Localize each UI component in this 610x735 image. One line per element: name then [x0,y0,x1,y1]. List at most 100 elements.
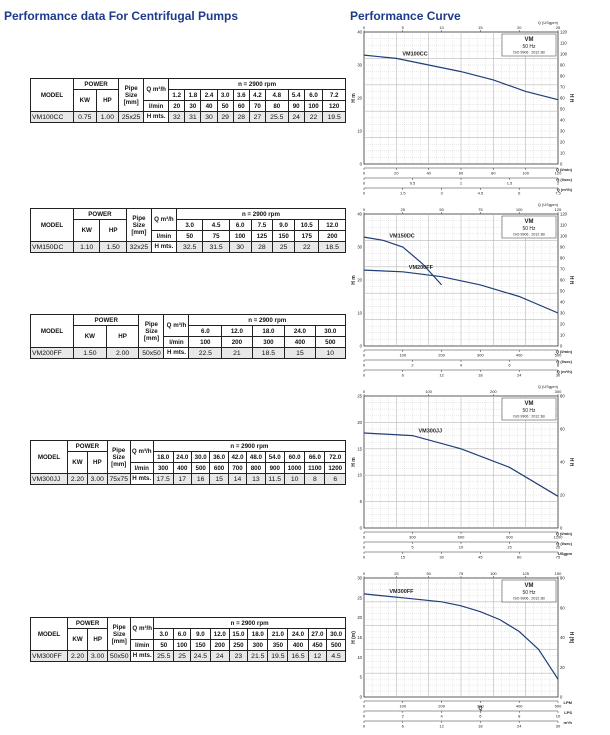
top-tick-label: 0 [363,25,366,30]
top-tick-label: 100 [490,571,497,576]
bottom-tick-label: 10 [459,545,464,550]
bottom-axis-label: LPS [564,710,572,715]
top-tick-label: 150 [555,571,562,576]
q-value: 30.0 [314,325,347,337]
head-value: 31 [184,111,202,123]
bottom-tick-label: 80 [491,171,496,176]
q-value: 4.8 [265,89,289,101]
q-value: 4.5 [202,219,230,231]
y-right-tick-label: 30 [560,311,565,316]
top-tick-label: 25 [556,25,561,30]
top-tick-label: 10 [439,25,444,30]
bottom-tick-label: 400 [516,353,523,358]
series-label: VM200FF [409,265,434,271]
bottom-tick-label: 0 [363,373,366,378]
hp-header: HP [105,325,140,348]
rpm-header: n = 2900 rpm [175,208,347,220]
hp-value: 3.00 [87,650,109,662]
q-value: 3.0 [216,89,234,101]
y-right-tick-label: 40 [560,460,565,465]
y-right-axis-label: H (ft) [568,632,574,644]
q-value: 66.0 [304,451,326,463]
lmin-value: 250 [228,639,249,651]
top-tick-label: 100 [516,207,523,212]
y-tick-label: 20 [357,278,362,283]
bottom-tick-label: 0 [363,724,366,729]
y-tick-label: 30 [357,576,362,581]
bottom-tick-label: 300 [477,704,484,709]
q-value: 60.0 [283,451,306,463]
head-value: 24 [209,650,230,662]
lmin-value: 900 [264,462,285,474]
y-right-tick-label: 110 [560,41,567,46]
top-tick-label: 125 [555,207,562,212]
lmin-value: 450 [307,639,328,651]
head-value: 24 [287,111,305,123]
kw-value: 0.75 [73,111,97,123]
q-value: 30.0 [326,628,346,640]
lmin-value: 100 [173,639,191,651]
lmin-value: 800 [246,462,266,474]
q-value: 9.0 [189,628,211,640]
bottom-tick-label: 24 [517,373,522,378]
bottom-tick-label: 0 [363,545,366,550]
kw-header: KW [67,451,88,474]
q-value: 27.0 [307,628,328,640]
q-value: 7.2 [322,89,346,101]
lmin-header: l/min [143,100,170,112]
q-value: 4.2 [248,89,267,101]
pipe-value: 50x50 [107,650,132,662]
lmin-value: 40 [200,100,218,112]
model-header: MODEL [30,314,74,348]
power-header: POWER [66,617,109,629]
head-value: 15 [284,347,316,359]
bottom-tick-label: 30 [439,555,444,560]
model-name: VM300JJ [30,473,68,485]
y-right-tick-label: 60 [560,278,565,283]
bottom-tick-label: 1.5 [507,181,513,186]
grid [364,214,558,346]
head-value: 19.5 [267,650,289,662]
bottom-tick-label: 300 [477,353,484,358]
pipe-header: Pipe Size [mm] [106,440,131,474]
y-right-tick-label: 110 [560,223,567,228]
legend-frame [501,579,557,603]
y-right-tick-label: 120 [560,30,568,35]
q-value: 1.8 [184,89,202,101]
lmin-value: 120 [322,100,346,112]
bottom-tick-label: 0 [363,535,366,540]
bottom-tick-label: 12 [439,724,444,729]
y-right-tick-label: 40 [560,635,565,640]
lmin-value: 150 [272,230,295,242]
bottom-axis-label: Q (m³/h) [557,187,573,192]
legend-brand: VM [525,37,534,43]
y-right-tick-label: 60 [560,427,565,432]
q-value: 48.0 [246,451,266,463]
lmin-header: l/min [150,230,177,242]
y-right-axis-label: H ft [568,458,574,467]
head-value: 18.5 [251,347,286,359]
head-value: 22 [303,111,324,123]
bottom-tick-label: 10 [556,714,561,719]
y-tick-label: 10 [357,655,362,660]
top-tick-label: 0 [363,207,366,212]
bottom-tick-label: 20 [394,171,399,176]
y-right-tick-label: 50 [560,107,565,112]
bottom-tick-label: 2 [411,363,414,368]
q-value: 10.5 [293,219,320,231]
head-header: H mts. [150,241,177,253]
top-tick-label: 50 [439,207,444,212]
head-value: 10 [283,473,306,485]
bottom-tick-label: 2 [402,714,405,719]
lmin-value: 1200 [324,462,346,474]
top-tick-label: 25 [394,571,399,576]
head-value: 25 [272,241,295,253]
head-header: H mts. [143,111,170,123]
q-value: 3.6 [232,89,250,101]
bottom-tick-label: 2 [557,181,560,186]
y-right-tick-label: 100 [560,234,568,239]
head-value: 13 [246,473,266,485]
series-label: VM300JJ [419,429,443,435]
